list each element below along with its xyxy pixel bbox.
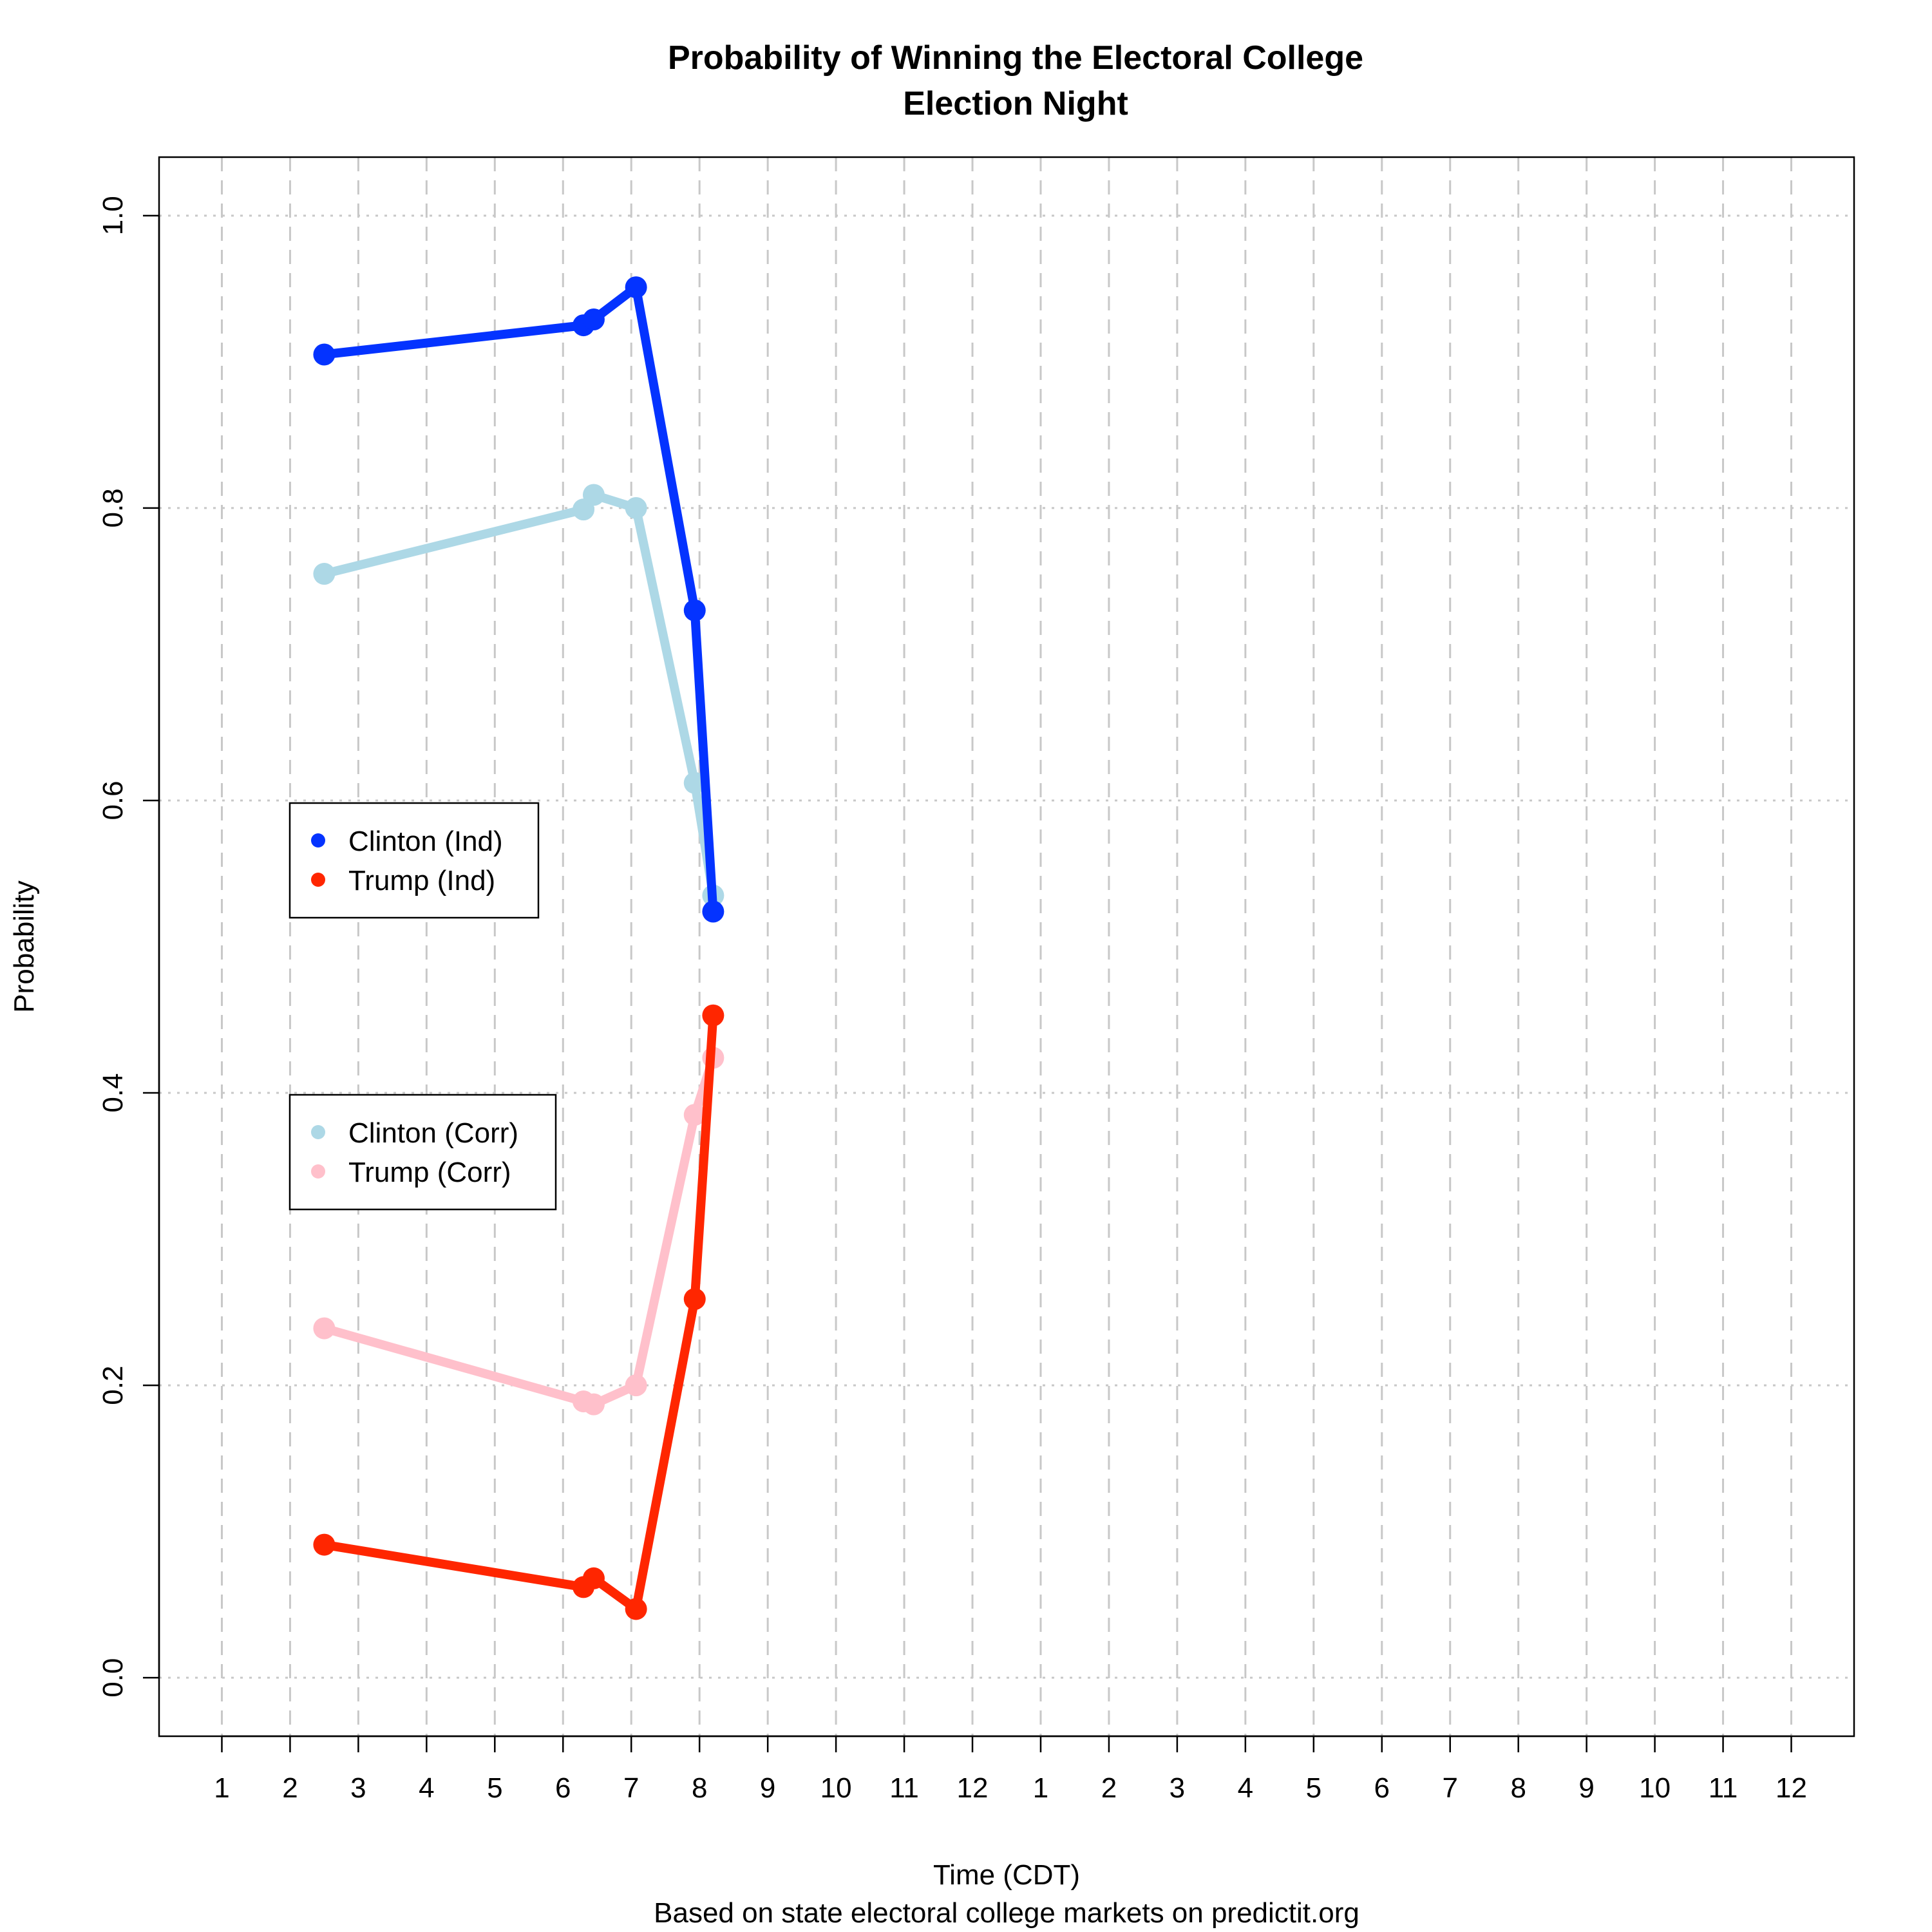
series-line-clinton-ind: [319, 283, 718, 916]
series-clinton-ind: [313, 276, 724, 923]
legend-ind-marker-1: [311, 873, 325, 887]
data-point-trump-ind-4: [625, 1598, 647, 1620]
data-point-trump-corr-3: [582, 1393, 605, 1416]
plot-frame: [158, 156, 1855, 1738]
y-axis: 0.0 0.2 0.4 0.6 0.8 1.0: [97, 196, 160, 1698]
x-tick-label-20: 8: [1510, 1772, 1526, 1804]
y-tick-label-5: 1.0: [97, 196, 129, 235]
legend-corr: Clinton (Corr) Trump (Corr): [289, 1094, 557, 1211]
x-tick-label-19: 7: [1442, 1772, 1457, 1804]
x-tick-label-21: 9: [1578, 1772, 1594, 1804]
x-tick-label-18: 6: [1374, 1772, 1390, 1804]
x-tick-label-1: 1: [214, 1772, 229, 1804]
x-tick-label-22: 10: [1639, 1772, 1671, 1804]
legend-corr-marker-1: [311, 1164, 325, 1179]
data-point-clinton-corr-1: [313, 563, 336, 585]
legend-ind-label-1: Trump (Ind): [348, 865, 495, 896]
x-tick-label-13: 1: [1033, 1772, 1048, 1804]
data-point-trump-corr-1: [313, 1317, 336, 1340]
x-tick-label-16: 4: [1238, 1772, 1253, 1804]
data-point-trump-corr-5: [683, 1104, 706, 1126]
x-tick-label-11: 11: [889, 1772, 919, 1804]
data-point-trump-corr-4: [625, 1374, 647, 1397]
x-tick-label-14: 2: [1101, 1772, 1117, 1804]
x-tick-label-24: 12: [1776, 1772, 1807, 1804]
legend-corr-label-0: Clinton (Corr): [348, 1117, 518, 1149]
chart-subtitle: Election Night: [903, 85, 1128, 122]
legend-ind-marker-0: [311, 833, 325, 848]
data-point-trump-ind-1: [313, 1533, 336, 1556]
series-layer: [313, 276, 724, 1620]
data-point-clinton-ind-4: [625, 276, 647, 299]
series-trump-ind: [313, 1004, 724, 1620]
x-tick-label-10: 10: [820, 1772, 852, 1804]
data-point-clinton-corr-3: [582, 484, 605, 506]
data-point-trump-ind-6: [702, 1004, 724, 1027]
x-tick-label-7: 7: [623, 1772, 639, 1804]
data-point-clinton-corr-4: [625, 497, 647, 519]
legend-corr-label-1: Trump (Corr): [348, 1157, 511, 1188]
x-tick-label-3: 3: [350, 1772, 366, 1804]
data-point-clinton-ind-5: [683, 599, 706, 621]
x-tick-label-23: 11: [1709, 1772, 1738, 1804]
data-point-clinton-ind-6: [702, 900, 724, 923]
legend-ind: Clinton (Ind) Trump (Ind): [289, 802, 540, 919]
y-tick-label-4: 0.8: [97, 488, 129, 527]
x-axis-label: Time (CDT): [933, 1859, 1080, 1891]
x-axis: 1 2 3 4 5 6 7 8 9 10 11 12 1 2 3 4 5 6 7 8 9 10 11 12: [214, 1735, 1807, 1804]
data-point-trump-ind-3: [582, 1567, 605, 1589]
series-trump-corr: [313, 1046, 724, 1416]
y-tick-label-3: 0.6: [97, 781, 129, 820]
x-tick-label-8: 8: [692, 1772, 707, 1804]
legend-corr-box: [289, 1094, 557, 1211]
legend-ind-box: [289, 802, 540, 919]
series-line-clinton-corr: [319, 490, 718, 900]
x-tick-label-4: 4: [419, 1772, 434, 1804]
x-tick-label-17: 5: [1306, 1772, 1321, 1804]
legend-corr-marker-0: [311, 1125, 325, 1139]
y-tick-label-1: 0.2: [97, 1366, 129, 1405]
x-tick-label-15: 3: [1170, 1772, 1185, 1804]
legend-ind-label-0: Clinton (Ind): [348, 826, 503, 857]
x-tick-label-5: 5: [487, 1772, 502, 1804]
y-tick-label-2: 0.4: [97, 1073, 129, 1112]
data-point-clinton-ind-1: [313, 343, 336, 366]
x-tick-label-2: 2: [282, 1772, 298, 1804]
data-point-clinton-corr-5: [683, 772, 706, 794]
data-point-trump-ind-5: [683, 1288, 706, 1311]
series-line-trump-ind: [319, 1010, 718, 1614]
chart-title: Probability of Winning the Electoral Col…: [668, 39, 1363, 77]
y-tick-label-0: 0.0: [97, 1658, 129, 1698]
x-tick-label-12: 12: [957, 1772, 989, 1804]
data-point-clinton-ind-3: [582, 308, 605, 331]
chart-caption: Based on state electoral college markets…: [654, 1897, 1359, 1929]
y-axis-label: Probability: [8, 880, 40, 1012]
x-tick-label-9: 9: [760, 1772, 775, 1804]
grid: [159, 157, 1854, 1736]
x-tick-label-6: 6: [555, 1772, 571, 1804]
